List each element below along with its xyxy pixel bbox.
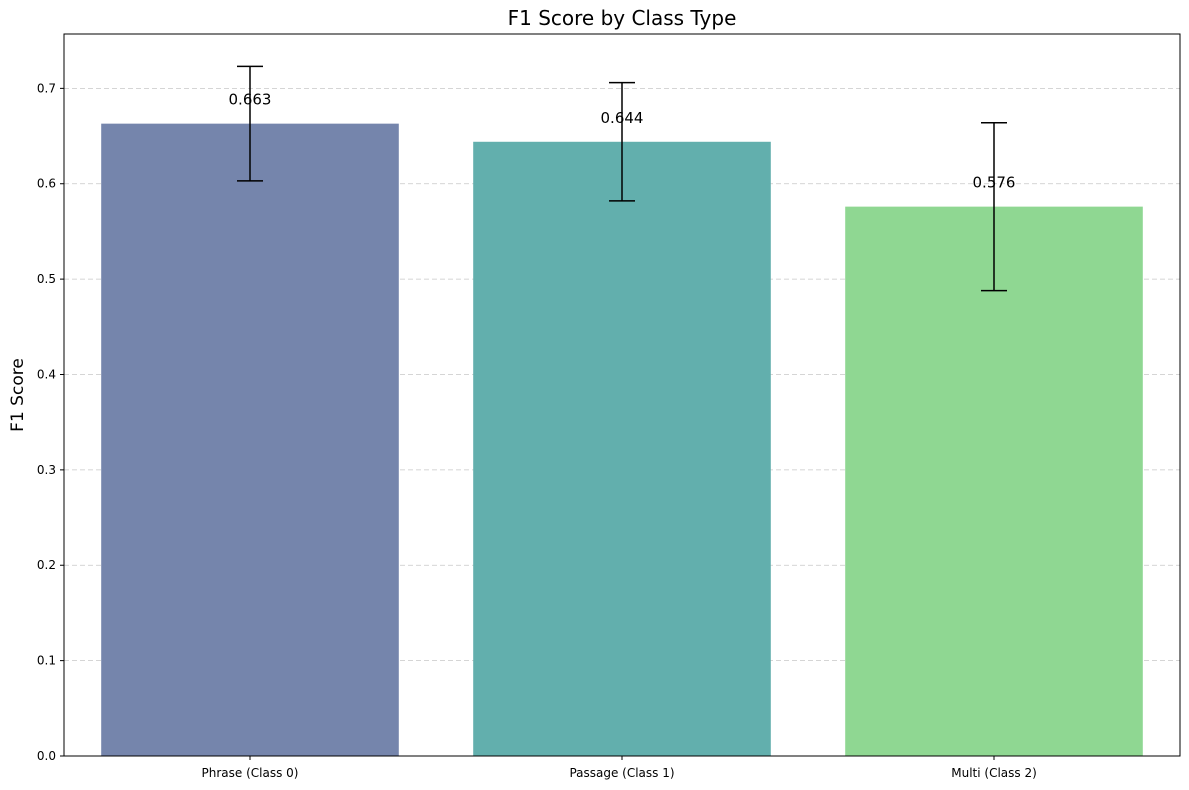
- y-axis-label: F1 Score: [8, 358, 28, 432]
- y-axis-ticks: 0.0 0.1 0.2 0.3 0.4 0.5 0.6 0.7: [37, 81, 64, 763]
- error-bars: [237, 65, 1007, 292]
- y-tick-label: 0.0: [37, 749, 56, 763]
- y-tick-label: 0.3: [37, 463, 56, 477]
- x-tick-label: Phrase (Class 0): [202, 766, 299, 780]
- bars: [101, 123, 1143, 756]
- y-tick-label: 0.4: [37, 367, 56, 381]
- value-labels: 0.663 0.644 0.576: [229, 91, 1016, 192]
- x-tick-label: Passage (Class 1): [569, 766, 674, 780]
- y-tick-label: 0.6: [37, 177, 56, 191]
- value-label: 0.576: [973, 174, 1016, 192]
- bar: [473, 141, 771, 756]
- y-tick-label: 0.2: [37, 558, 56, 572]
- y-tick-label: 0.1: [37, 654, 56, 668]
- y-tick-label: 0.7: [37, 81, 56, 95]
- bar: [845, 206, 1143, 756]
- x-axis-ticks: Phrase (Class 0) Passage (Class 1) Multi (…: [202, 756, 1037, 780]
- value-label: 0.663: [229, 91, 272, 109]
- bar: [101, 123, 399, 756]
- y-tick-label: 0.5: [37, 272, 56, 286]
- value-label: 0.644: [601, 109, 644, 127]
- chart-title: F1 Score by Class Type: [508, 6, 737, 30]
- x-tick-label: Multi (Class 2): [951, 766, 1037, 780]
